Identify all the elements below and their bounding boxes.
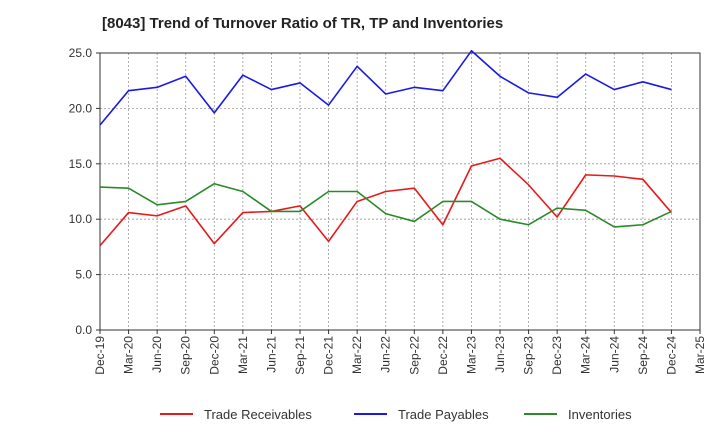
y-axis: 0.0 5.0 10.0 15.0 20.0 25.0 [69,46,100,337]
x-tick-label: Jun-23 [493,336,507,373]
x-tick-label: Jun-22 [379,336,393,373]
x-tick-label: Sep-23 [522,336,536,375]
series-line-trade-payables [99,49,672,126]
x-tick-label: Sep-24 [636,336,650,375]
x-tick-label: Mar-24 [579,336,593,374]
series-line-inventories [99,182,672,228]
x-tick-label: Dec-19 [93,336,107,375]
plot-background [100,53,700,330]
x-tick-label: Jun-21 [264,336,278,373]
legend: Trade Receivables Trade Payables Inventori… [160,407,632,422]
x-tick-label: Dec-21 [322,336,336,375]
x-tick-label: Jun-24 [607,336,621,373]
y-tick-label: 0.0 [75,323,92,337]
x-tick-label: Jun-20 [150,336,164,373]
legend-label: Trade Payables [398,407,489,422]
series-lines [99,49,673,247]
x-tick-label: Mar-22 [350,336,364,374]
x-tick-label: Mar-20 [122,336,136,374]
x-tick-label: Mar-21 [236,336,250,374]
legend-label: Inventories [568,407,632,422]
x-axis: Dec-19 Mar-20 Jun-20 Sep-20 Dec-20 Mar-21 Jun-… [93,330,707,375]
x-tick-label: Mar-23 [464,336,478,374]
y-tick-label: 15.0 [69,157,93,171]
series-line-trade-receivables [99,157,673,247]
plot-frame [99,52,701,331]
x-tick-label: Dec-24 [664,336,678,375]
x-tick-label: Dec-23 [550,336,564,375]
legend-label: Trade Receivables [204,407,312,422]
x-tick-label: Sep-22 [407,336,421,375]
y-tick-label: 20.0 [69,101,93,115]
y-tick-label: 5.0 [75,268,92,282]
x-tick-label: Dec-22 [436,336,450,375]
x-tick-label: Dec-20 [207,336,221,375]
y-tick-label: 25.0 [69,46,93,60]
x-tick-label: Sep-21 [293,336,307,375]
x-tick-label: Mar-25 [693,336,707,374]
y-tick-label: 10.0 [69,212,93,226]
x-tick-label: Sep-20 [179,336,193,375]
chart-title: [8043] Trend of Turnover Ratio of TR, TP… [102,15,504,32]
grid-lines [100,53,700,330]
